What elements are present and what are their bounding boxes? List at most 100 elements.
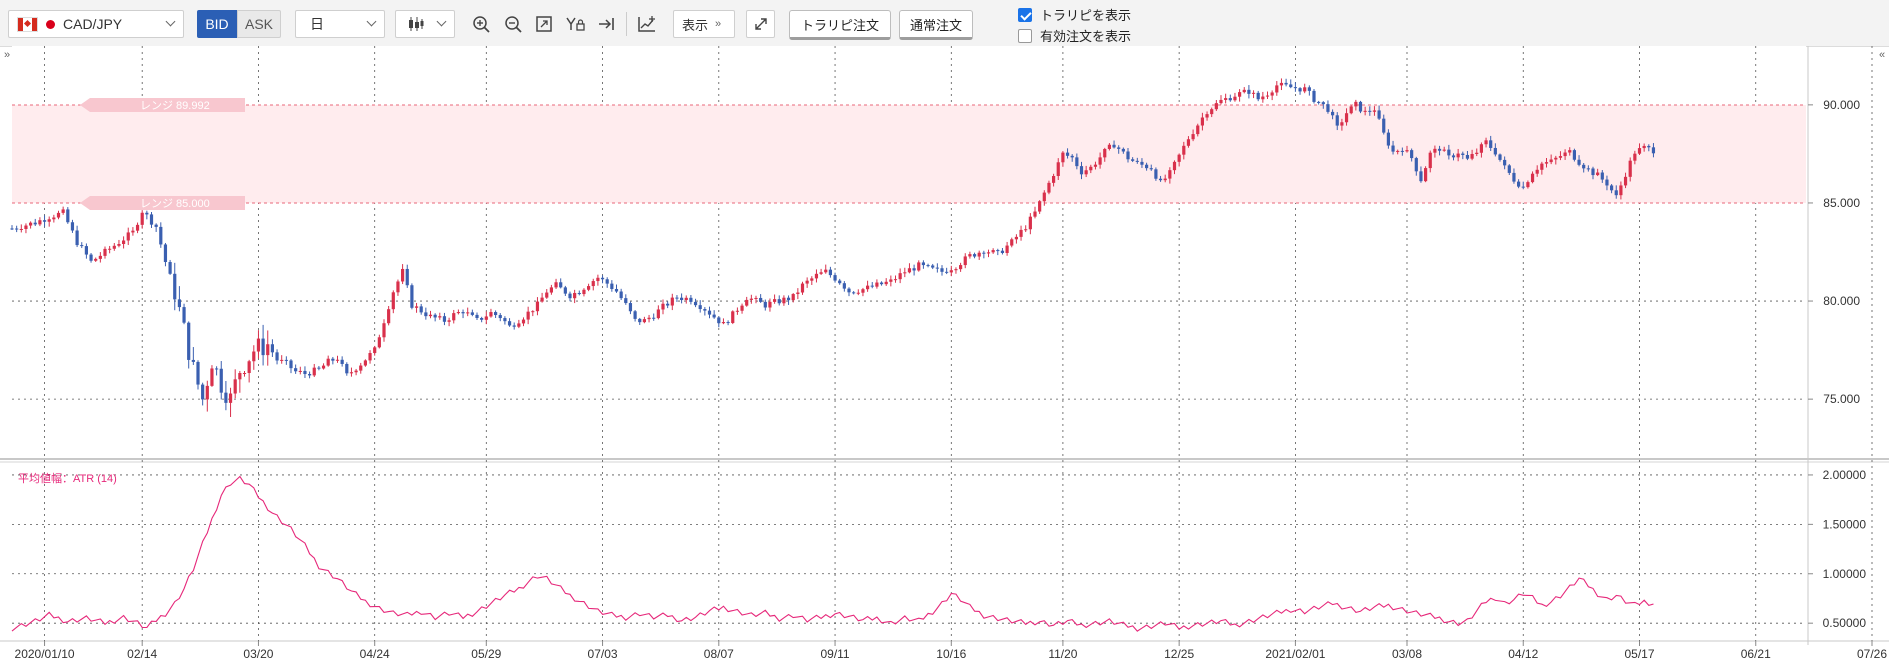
candle-body — [647, 317, 651, 320]
candle-body — [535, 301, 540, 312]
candle — [633, 309, 637, 322]
candle-body — [1000, 250, 1005, 254]
bid-toggle[interactable]: BID — [197, 10, 237, 38]
display-menu-button[interactable]: 表示 » — [673, 10, 735, 38]
add-indicator-icon[interactable] — [634, 12, 660, 36]
candle — [852, 291, 856, 295]
right-panel-toggle-icon[interactable]: « — [1878, 49, 1886, 61]
candle-body — [391, 292, 395, 310]
zoom-in-icon[interactable] — [468, 12, 494, 36]
candle — [698, 300, 702, 313]
candle — [1172, 160, 1177, 175]
price-chart[interactable]: レンジ 89.992 レンジ 85.000 平均値幅：ATR (14) 2020/… — [0, 46, 1889, 664]
candle-body — [512, 325, 516, 327]
candle-body — [456, 312, 460, 314]
show-trap-checkbox[interactable] — [1018, 7, 1032, 22]
candle — [410, 283, 414, 310]
left-panel-toggle-icon[interactable]: » — [3, 49, 11, 61]
candle-body — [931, 265, 935, 268]
candle — [535, 297, 540, 316]
candle-body — [173, 273, 177, 300]
candle — [1000, 248, 1005, 255]
candle — [1200, 112, 1204, 131]
candle-body — [1489, 140, 1493, 148]
candle-body — [1614, 190, 1618, 196]
ask-toggle[interactable]: ASK — [237, 10, 281, 38]
candle-body — [805, 280, 809, 284]
candle-body — [308, 374, 312, 376]
candle-body — [1424, 168, 1428, 182]
candle-body — [340, 359, 344, 364]
candle — [1628, 157, 1632, 182]
candle-body — [735, 310, 739, 312]
timeframe-select[interactable]: 日 — [295, 10, 385, 38]
x-tick-label: 12/25 — [1164, 647, 1194, 661]
candle — [791, 293, 795, 303]
candle-body — [201, 384, 205, 400]
candle — [1410, 148, 1414, 162]
expand-icon[interactable] — [746, 10, 775, 38]
candle-body — [1019, 229, 1023, 237]
candle — [340, 356, 344, 367]
candle-body — [628, 303, 633, 312]
candle — [419, 303, 423, 315]
trap-order-button[interactable]: トラリピ注文 — [789, 10, 891, 40]
candle — [149, 211, 154, 229]
candle-body — [401, 268, 405, 282]
candle — [1279, 78, 1284, 91]
candle-body — [786, 297, 791, 301]
candle-body — [1275, 85, 1279, 93]
symbol-select[interactable]: CAD/JPY — [8, 10, 184, 38]
atr-y-tick-label: 2.00000 — [1823, 468, 1867, 482]
y-tick-label: 85.000 — [1823, 196, 1860, 210]
candle — [475, 312, 479, 321]
chart-type-select[interactable] — [395, 10, 455, 38]
candle — [517, 319, 521, 329]
candle-body — [168, 262, 172, 274]
candle-body — [177, 299, 181, 308]
range-upper-tag — [80, 98, 245, 113]
candle — [1010, 237, 1014, 248]
candle-body — [387, 309, 391, 324]
candle — [986, 249, 991, 258]
fit-screen-icon[interactable] — [531, 12, 557, 36]
candle-body — [824, 269, 828, 273]
candle-body — [1293, 87, 1297, 89]
zoom-out-icon[interactable] — [500, 12, 526, 36]
scroll-to-end-icon[interactable] — [593, 12, 619, 36]
candle — [526, 306, 530, 325]
candle-body — [717, 317, 721, 324]
candle-body — [912, 268, 916, 271]
candle — [205, 380, 209, 412]
candle-body — [1121, 148, 1125, 152]
candle-body — [1317, 101, 1321, 103]
display-label: 表示 — [682, 17, 709, 33]
candle-body — [205, 385, 209, 400]
candle — [773, 294, 777, 304]
candle-body — [1196, 125, 1200, 135]
candle-body — [1358, 101, 1363, 112]
candle-body — [796, 292, 800, 295]
candle-body — [312, 367, 316, 376]
normal-order-button[interactable]: 通常注文 — [899, 10, 973, 40]
candle-body — [270, 344, 274, 353]
candle-body — [433, 314, 437, 318]
candle-body — [726, 322, 730, 324]
text-lock-icon[interactable] — [562, 12, 588, 36]
candle-body — [215, 368, 219, 370]
candle — [42, 215, 47, 227]
candle — [33, 218, 37, 227]
candle — [568, 291, 572, 302]
candle — [401, 264, 405, 285]
show-active-checkbox[interactable] — [1018, 28, 1032, 43]
candle — [600, 275, 605, 284]
candle — [1544, 157, 1549, 168]
candle — [879, 281, 884, 286]
candle — [1637, 143, 1642, 156]
candle-body — [1112, 144, 1116, 148]
candle — [554, 278, 558, 289]
trap-range-band — [12, 105, 1806, 203]
candle-body — [707, 310, 712, 315]
candle — [428, 310, 433, 319]
candle — [796, 288, 800, 300]
